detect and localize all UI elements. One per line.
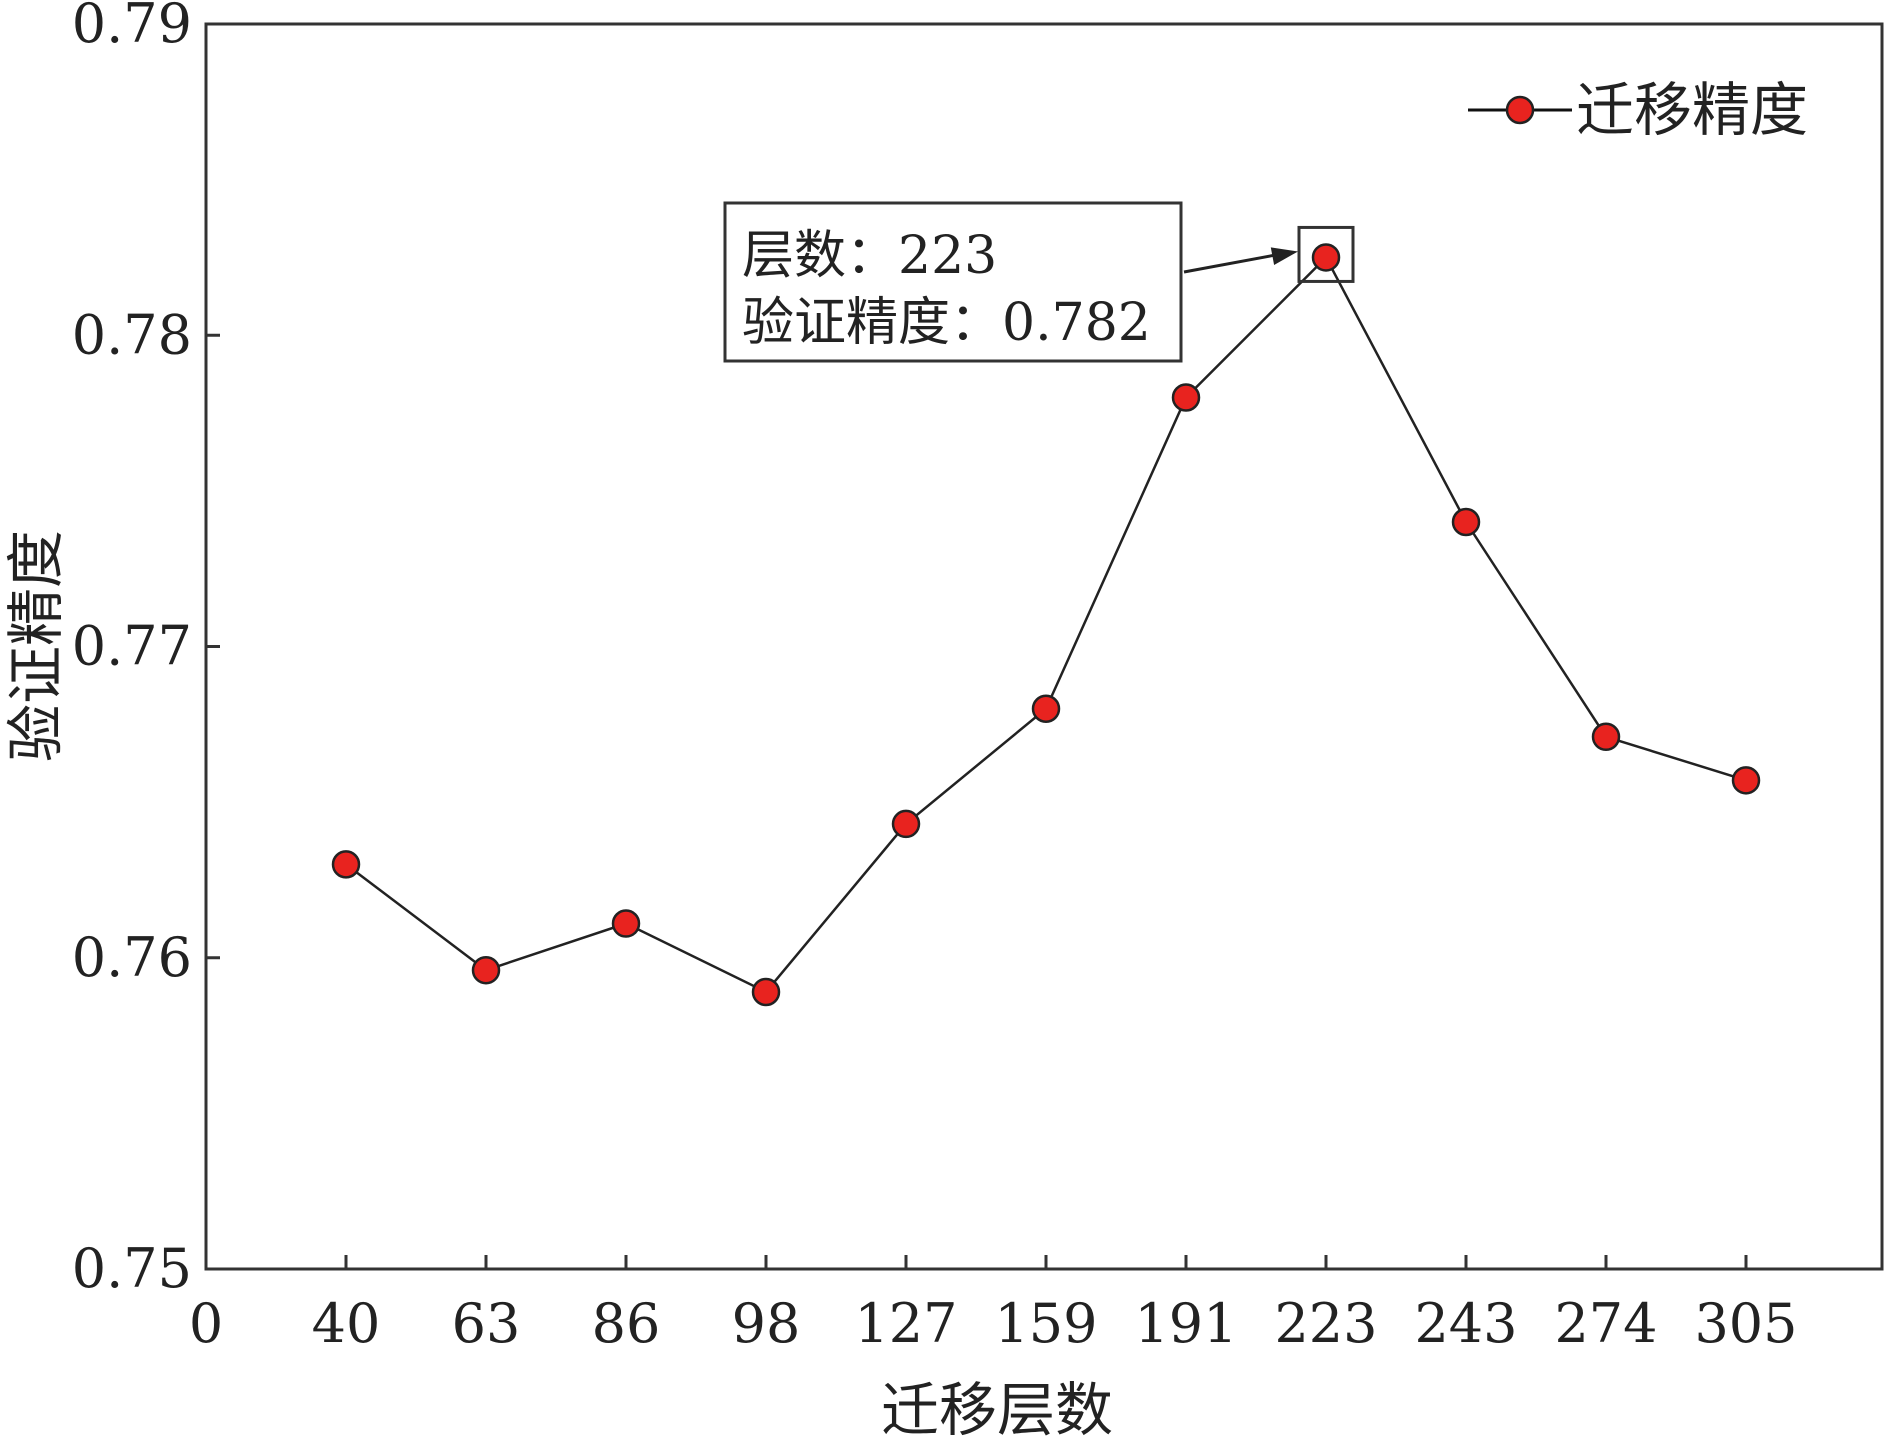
annotation-arrowhead <box>1270 247 1298 266</box>
data-point <box>331 850 361 879</box>
x-tick-label: 243 <box>1414 1292 1517 1355</box>
x-tick-label: 191 <box>1134 1292 1237 1355</box>
legend-marker <box>1505 95 1535 125</box>
y-tick-label: 0.76 <box>72 926 192 989</box>
x-tick-label: 127 <box>854 1292 957 1355</box>
legend-label: 迁移精度 <box>1576 76 1808 144</box>
x-axis-title: 迁移层数 <box>881 1376 1113 1441</box>
series-layer <box>331 243 1761 1007</box>
y-tick-label: 0.75 <box>72 1237 192 1300</box>
data-point <box>891 809 921 839</box>
x-tick-label: 0 <box>189 1292 223 1355</box>
y-tick-label: 0.77 <box>72 615 192 678</box>
annotation-box <box>723 201 1183 363</box>
annotation-highlight-box <box>1297 225 1355 283</box>
y-tick-label: 0.78 <box>72 303 192 366</box>
data-point <box>1311 243 1341 272</box>
x-tick-label: 98 <box>732 1292 801 1355</box>
data-point <box>471 955 501 985</box>
x-tick-label: 63 <box>452 1292 521 1355</box>
x-tick-label: 40 <box>312 1292 381 1355</box>
annotation-callout: 层数：223 验证精度：0.782 <box>723 201 1355 363</box>
annotation-line-1: 层数：223 <box>742 226 997 286</box>
data-point <box>1451 507 1481 537</box>
annotation-arrow <box>1183 251 1285 274</box>
x-tick-label: 223 <box>1274 1292 1377 1355</box>
annotation-line-2: 验证精度：0.782 <box>742 293 1151 353</box>
x-tick-label: 159 <box>994 1292 1097 1355</box>
y-axis-ticks: 0.75 0.76 0.77 0.78 0.79 <box>72 0 220 1300</box>
x-tick-label: 305 <box>1694 1292 1797 1355</box>
data-point <box>1171 383 1201 412</box>
data-point <box>1591 722 1621 752</box>
series-line <box>345 255 1747 994</box>
legend: 迁移精度 <box>1468 76 1808 144</box>
data-point <box>751 977 781 1007</box>
data-point <box>611 909 641 938</box>
y-tick-label: 0.79 <box>72 0 192 55</box>
data-point <box>1031 694 1061 723</box>
y-axis-title: 验证精度 <box>2 530 70 762</box>
data-point <box>1731 766 1761 795</box>
x-tick-label: 86 <box>592 1292 661 1355</box>
x-tick-label: 274 <box>1554 1292 1657 1355</box>
x-axis-ticks: 0 40 63 86 98 127 159 191 223 243 274 305 <box>189 1255 1798 1355</box>
